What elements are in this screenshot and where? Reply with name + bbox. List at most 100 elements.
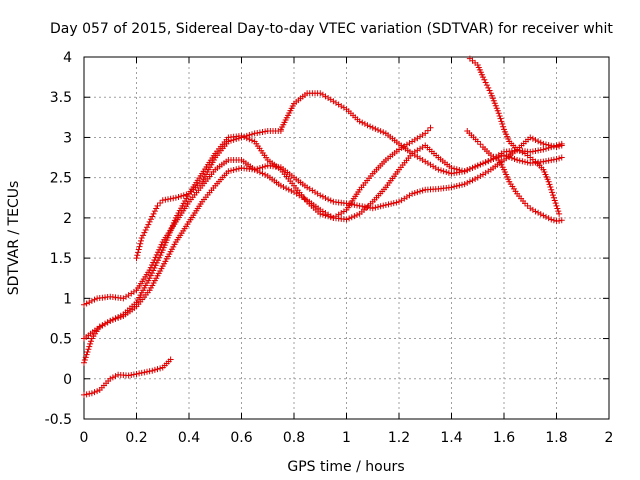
data-point xyxy=(540,212,547,219)
data-point xyxy=(84,348,91,355)
data-point xyxy=(153,205,160,212)
data-point xyxy=(377,128,384,135)
y-tick-label: 2 xyxy=(63,211,72,227)
data-point xyxy=(472,163,479,170)
data-point xyxy=(325,196,332,203)
data-point xyxy=(485,158,492,165)
data-point xyxy=(448,165,455,172)
data-point xyxy=(136,243,143,250)
data-point xyxy=(351,213,358,220)
data-point xyxy=(372,204,379,211)
data-point xyxy=(128,372,135,379)
data-point xyxy=(551,197,558,204)
data-point xyxy=(550,143,557,150)
data-point xyxy=(82,354,89,361)
data-point xyxy=(262,163,269,170)
data-point xyxy=(508,155,515,162)
data-point xyxy=(88,390,95,397)
grid xyxy=(84,57,609,419)
data-point xyxy=(288,187,295,194)
data-point xyxy=(147,272,154,279)
data-point xyxy=(249,131,255,138)
data-point xyxy=(259,164,266,171)
data-point xyxy=(372,125,379,132)
data-point xyxy=(136,370,143,377)
x-tick-label: 1.6 xyxy=(493,430,515,446)
data-point xyxy=(451,183,458,190)
data-point xyxy=(134,252,141,259)
y-tick-label: 4 xyxy=(63,50,72,66)
data-point xyxy=(88,338,94,345)
data-point xyxy=(456,182,463,189)
data-point xyxy=(151,264,158,271)
data-point xyxy=(233,136,240,143)
axis-ticks xyxy=(83,56,610,420)
data-point xyxy=(491,100,498,107)
data-point xyxy=(548,186,555,193)
data-point xyxy=(151,366,158,373)
data-point xyxy=(367,123,374,130)
data-point xyxy=(322,194,329,201)
data-point xyxy=(183,191,190,198)
data-point xyxy=(81,301,87,308)
data-point xyxy=(138,237,144,244)
data-point xyxy=(438,167,444,174)
data-point xyxy=(558,140,565,147)
data-point xyxy=(277,182,284,189)
data-point xyxy=(133,370,140,377)
y-tick-label: 0.5 xyxy=(50,332,72,348)
data-point xyxy=(149,213,156,220)
data-point xyxy=(144,224,150,231)
data-point xyxy=(140,232,147,239)
data-point xyxy=(553,142,560,149)
data-point xyxy=(178,193,185,200)
data-point xyxy=(545,144,552,151)
data-point xyxy=(419,187,426,194)
data-point xyxy=(259,170,266,177)
data-point xyxy=(133,255,140,262)
data-point xyxy=(545,215,552,222)
data-point xyxy=(81,391,87,398)
data-point xyxy=(377,203,384,210)
data-point xyxy=(125,372,132,379)
data-point xyxy=(483,82,490,89)
data-point xyxy=(343,216,350,223)
data-point xyxy=(548,144,555,151)
data-point xyxy=(137,240,144,247)
data-point xyxy=(150,210,157,217)
x-tick-label: 0.2 xyxy=(125,430,147,446)
data-point xyxy=(558,154,565,161)
data-point xyxy=(537,211,544,218)
data-point xyxy=(138,235,145,241)
data-point xyxy=(228,137,234,144)
data-point xyxy=(550,194,557,201)
data-point xyxy=(480,74,486,81)
data-point xyxy=(487,90,494,97)
data-point xyxy=(477,141,484,148)
data-point xyxy=(556,141,563,148)
data-point xyxy=(543,213,549,220)
data-point xyxy=(230,166,237,173)
data-point xyxy=(233,166,240,173)
data-point xyxy=(83,300,90,307)
data-point xyxy=(390,200,397,207)
data-point xyxy=(154,257,161,264)
series-8 xyxy=(81,356,174,398)
data-point xyxy=(81,359,87,366)
data-point xyxy=(141,369,148,376)
data-point xyxy=(107,317,114,324)
y-tick-label: 0 xyxy=(63,372,72,388)
data-point xyxy=(322,212,329,219)
data-point xyxy=(85,346,92,353)
data-point xyxy=(529,135,536,142)
data-point xyxy=(88,297,95,304)
data-point xyxy=(327,214,334,221)
series-7 xyxy=(466,55,563,217)
x-tick-label: 0 xyxy=(80,430,89,446)
y-tick-label: 2.5 xyxy=(50,171,72,187)
data-point xyxy=(94,388,101,395)
data-point xyxy=(553,202,560,209)
data-point xyxy=(167,356,174,363)
data-point xyxy=(552,200,559,207)
